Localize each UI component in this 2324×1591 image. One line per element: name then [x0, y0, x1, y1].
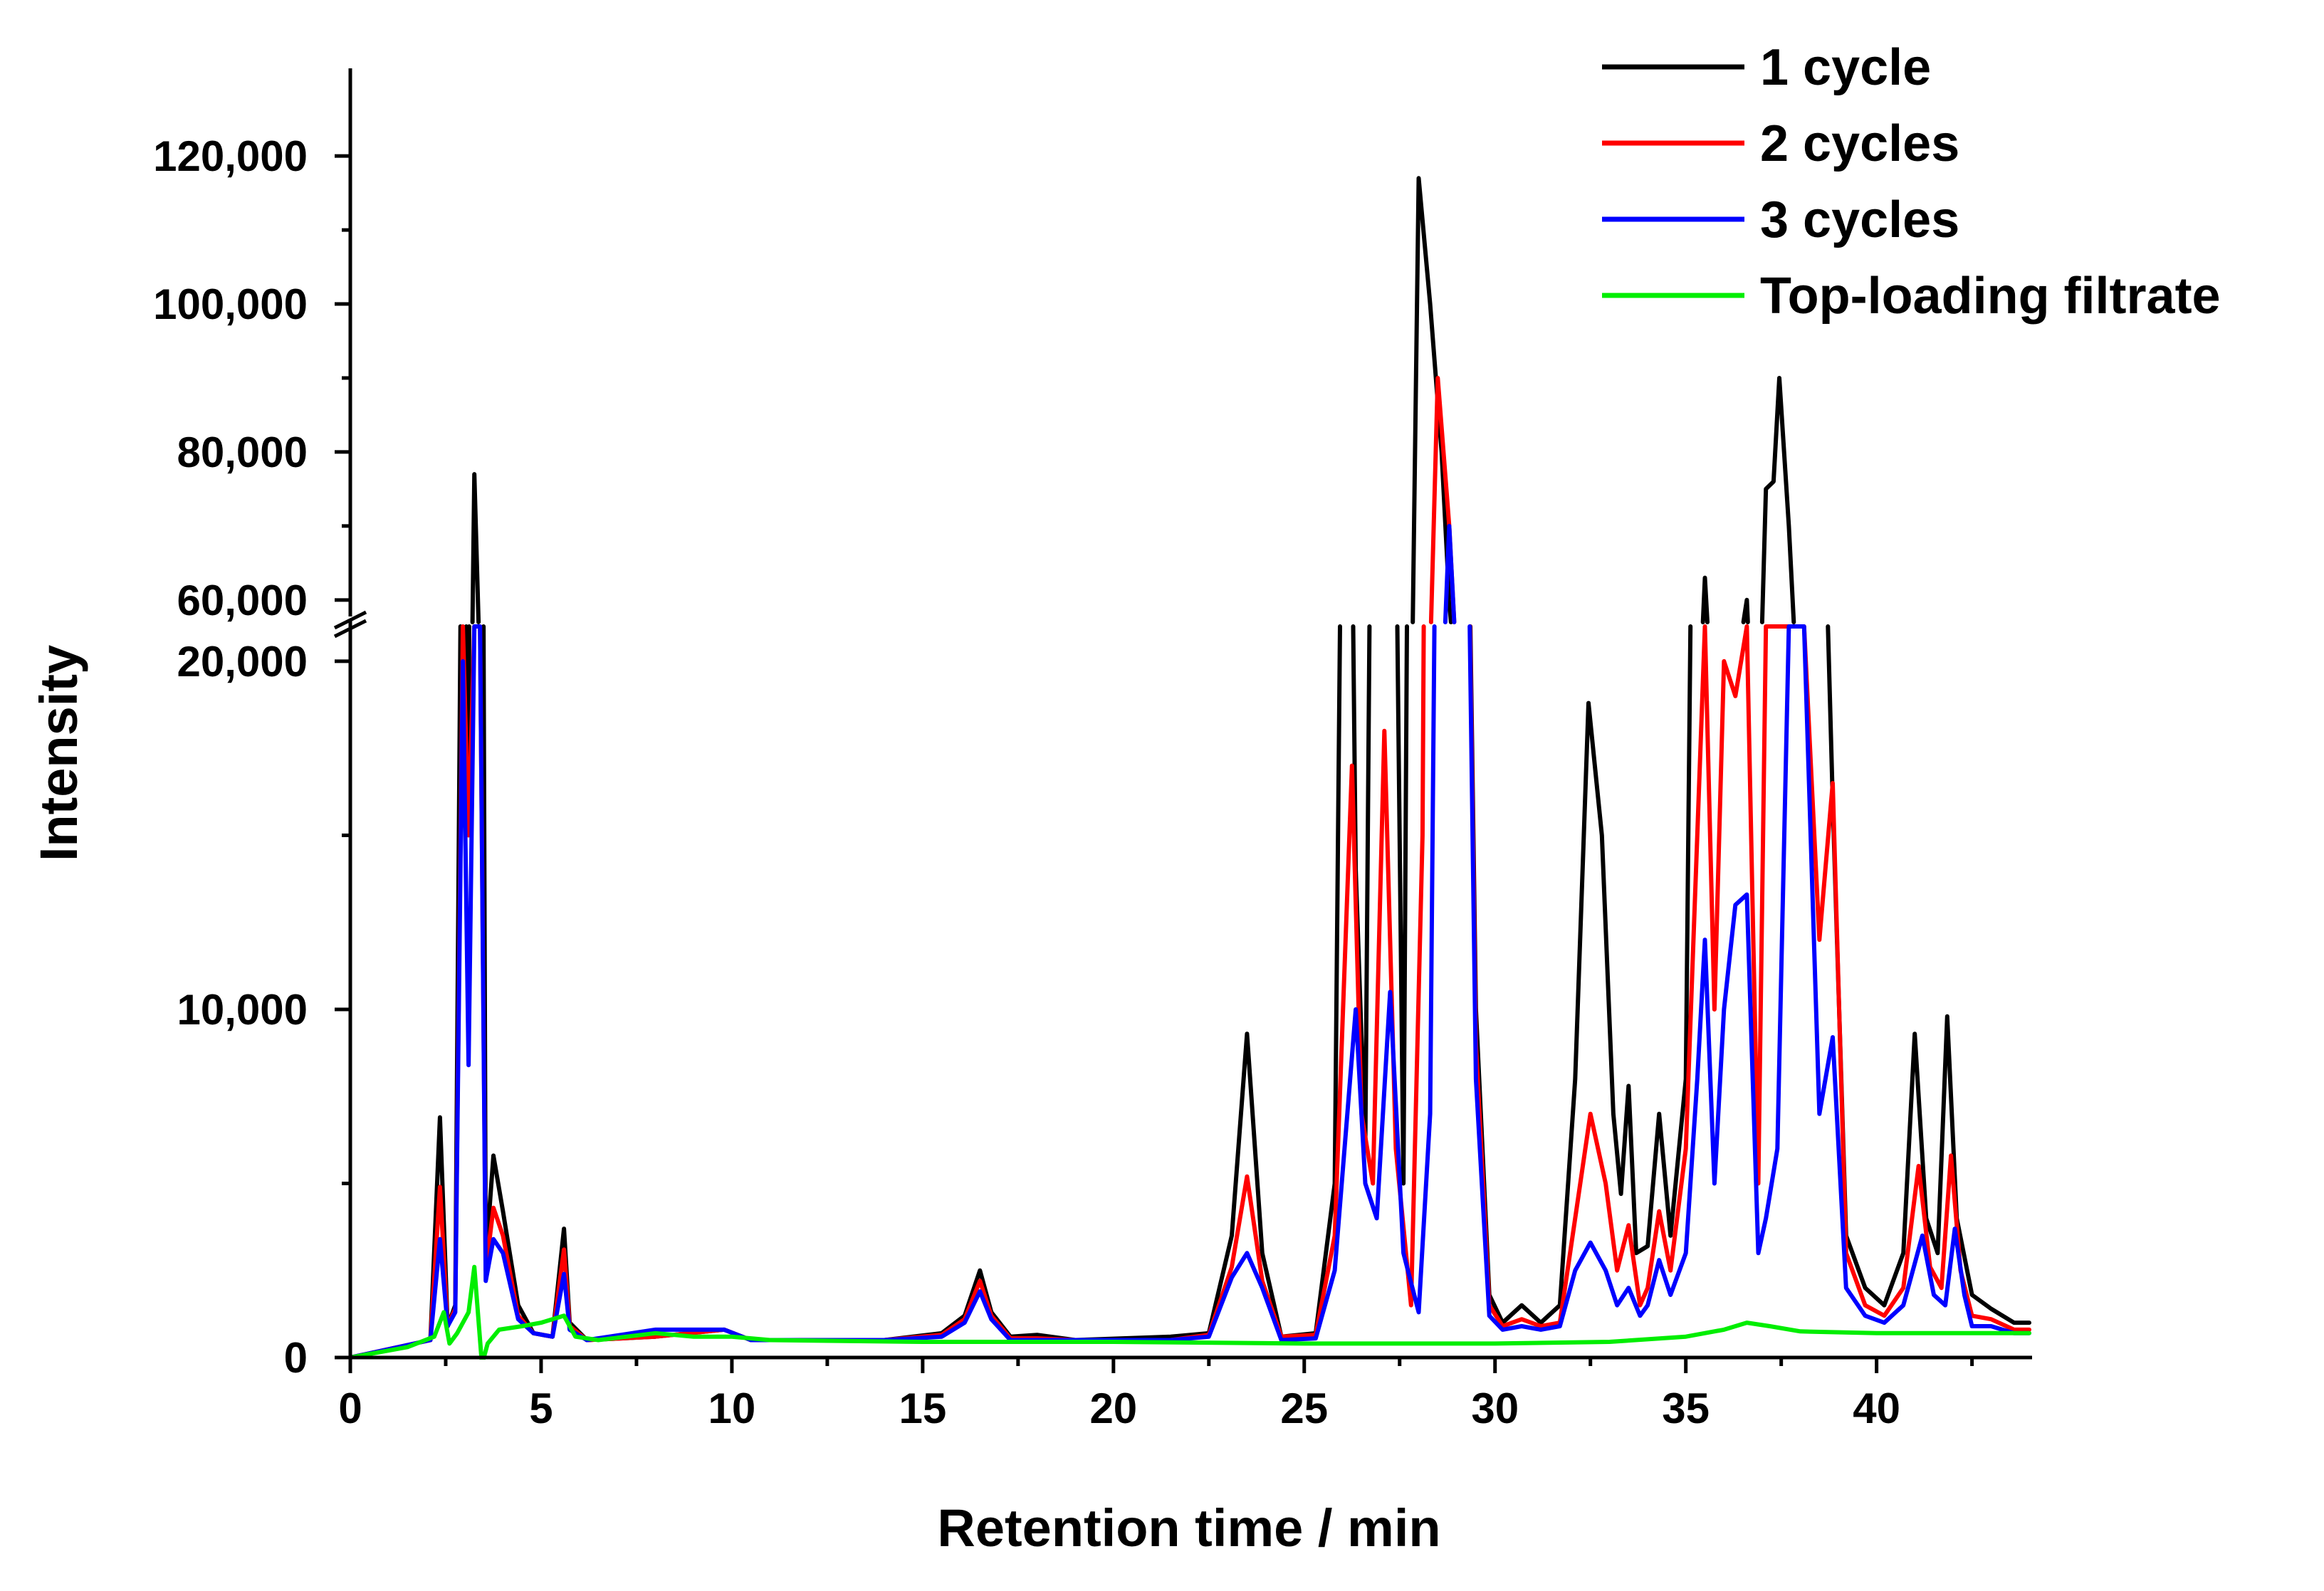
series-line-3-cycles — [1443, 523, 1457, 624]
series-line-1-cycle — [1395, 624, 1409, 1186]
legend-item-3-cycles: 3 cycles — [1602, 191, 1959, 248]
series-line-1-cycle — [1759, 376, 1796, 624]
y-tick-label: 10,000 — [177, 986, 308, 1034]
series-2-cycles — [350, 376, 2031, 1360]
legend-label: 1 cycle — [1760, 39, 1931, 96]
y-tick-label: 100,000 — [153, 280, 308, 328]
legend-item-top-loading-filtrate: Top-loading filtrate — [1602, 268, 2221, 325]
legend-label: 2 cycles — [1760, 115, 1959, 172]
y-tick-label: 60,000 — [177, 577, 308, 624]
legend-label: Top-loading filtrate — [1760, 268, 2221, 325]
x-tick-label: 10 — [708, 1385, 756, 1432]
y-tick-label: 80,000 — [177, 429, 308, 476]
series-3-cycles — [350, 523, 2031, 1360]
legend-label: 3 cycles — [1760, 191, 1959, 248]
series-layer — [350, 176, 2031, 1360]
axis-break-mark-upper — [333, 610, 367, 630]
x-tick-label: 25 — [1280, 1385, 1328, 1432]
x-tick-label: 30 — [1471, 1385, 1519, 1432]
x-tick-label: 15 — [899, 1385, 946, 1432]
series-line-3-cycles — [350, 624, 1437, 1360]
series-line-top-loading-filtrate — [350, 1264, 2031, 1360]
x-tick-label: 40 — [1853, 1385, 1900, 1432]
x-tick-label: 0 — [338, 1385, 362, 1432]
series-line-3-cycles — [1467, 624, 2031, 1335]
series-line-1-cycle — [1826, 624, 2031, 1325]
x-tick-label: 5 — [529, 1385, 553, 1432]
labels-layer: 0 5 10 15 20 25 30 35 40 0 10,000 20,000 60,000 80,00… — [29, 132, 1900, 1558]
x-tick-label: 35 — [1662, 1385, 1710, 1432]
series-1-cycle — [350, 176, 2031, 1360]
series-line-1-cycle — [481, 624, 1342, 1343]
legend-item-2-cycles: 2 cycles — [1602, 115, 1959, 172]
y-tick-label: 0 — [284, 1334, 308, 1382]
legend: 1 cycle 2 cycles 3 cycles Top-loading filtr… — [1602, 39, 2221, 325]
axes-layer — [333, 68, 2032, 1373]
x-tick-label: 20 — [1089, 1385, 1137, 1432]
y-axis-title: Intensity — [29, 645, 88, 861]
legend-item-1-cycle: 1 cycle — [1602, 39, 1931, 96]
axis-break-mark-lower — [333, 619, 367, 639]
x-axis-title: Retention time / min — [937, 1498, 1440, 1558]
series-line-1-cycle — [470, 472, 481, 624]
y-tick-label: 120,000 — [153, 132, 308, 180]
y-tick-label: 20,000 — [177, 638, 308, 686]
series-top-loading-filtrate — [350, 1264, 2031, 1360]
series-line-1-cycle — [1700, 575, 1710, 624]
series-line-1-cycle — [1741, 597, 1750, 624]
